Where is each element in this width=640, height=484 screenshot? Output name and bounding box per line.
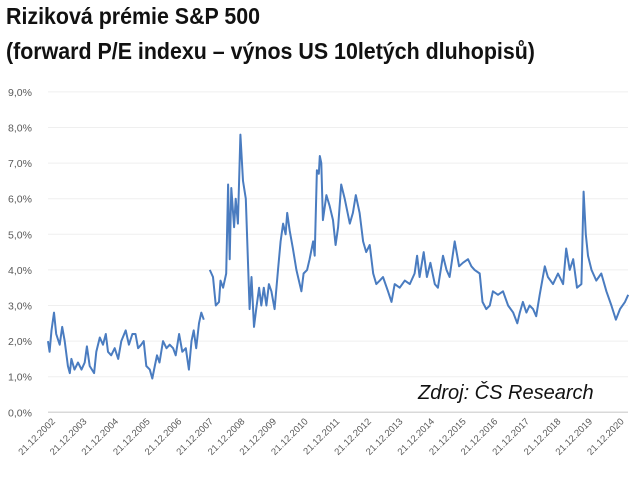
y-tick-label: 2,0% — [8, 336, 32, 348]
y-tick-label: 9,0% — [8, 87, 32, 99]
y-tick-label: 8,0% — [8, 123, 32, 135]
y-tick-label: 4,0% — [8, 265, 32, 277]
chart-title: Riziková prémie S&P 500 — [6, 3, 261, 29]
series-line — [208, 133, 630, 328]
y-tick-label: 6,0% — [8, 194, 32, 206]
y-tick-label: 5,0% — [8, 229, 32, 241]
y-tick-label: 7,0% — [8, 158, 32, 170]
series-line — [47, 311, 205, 380]
source-note: Zdroj: ČS Research — [418, 382, 594, 404]
y-tick-label: 1,0% — [8, 372, 32, 384]
chart-subtitle: (forward P/E indexu – výnos US 10letých … — [6, 38, 535, 64]
y-tick-label: 3,0% — [8, 301, 32, 313]
y-tick-label: 0,0% — [8, 407, 32, 419]
